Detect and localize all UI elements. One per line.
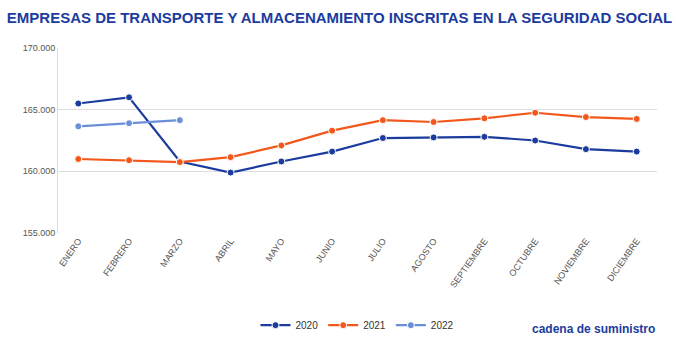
svg-text:NOVIEMBRE: NOVIEMBRE bbox=[552, 236, 591, 286]
svg-text:2022: 2022 bbox=[431, 320, 454, 331]
svg-text:2021: 2021 bbox=[363, 320, 386, 331]
svg-text:MARZO: MARZO bbox=[158, 236, 185, 268]
svg-text:DICIEMBRE: DICIEMBRE bbox=[605, 236, 642, 283]
svg-text:170.000: 170.000 bbox=[23, 43, 56, 53]
svg-text:160.000: 160.000 bbox=[23, 166, 56, 176]
svg-text:165.000: 165.000 bbox=[23, 105, 56, 115]
svg-text:MAYO: MAYO bbox=[264, 236, 287, 263]
svg-text:EMPRESAS DE TRANSPORTE Y ALMAC: EMPRESAS DE TRANSPORTE Y ALMACENAMIENTO … bbox=[7, 9, 672, 26]
svg-text:155.000: 155.000 bbox=[23, 228, 56, 238]
svg-text:AGOSTO: AGOSTO bbox=[409, 236, 439, 273]
svg-text:JUNIO: JUNIO bbox=[314, 236, 338, 264]
svg-text:2020: 2020 bbox=[296, 320, 319, 331]
svg-text:OCTUBRE: OCTUBRE bbox=[507, 236, 540, 278]
svg-text:FEBRERO: FEBRERO bbox=[101, 236, 134, 277]
svg-text:ABRIL: ABRIL bbox=[213, 236, 236, 263]
svg-text:JULIO: JULIO bbox=[365, 236, 388, 263]
svg-text:ENERO: ENERO bbox=[57, 236, 84, 268]
svg-text:cadena de suministro: cadena de suministro bbox=[532, 322, 655, 336]
svg-text:SEPTIEMBRE: SEPTIEMBRE bbox=[448, 236, 489, 289]
